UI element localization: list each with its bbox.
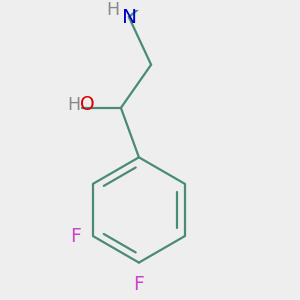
- Text: F: F: [70, 227, 81, 246]
- Text: H: H: [106, 2, 119, 20]
- Text: N: N: [122, 8, 137, 26]
- Text: O: O: [80, 95, 94, 114]
- Text: F: F: [134, 275, 144, 294]
- Text: H: H: [67, 95, 80, 113]
